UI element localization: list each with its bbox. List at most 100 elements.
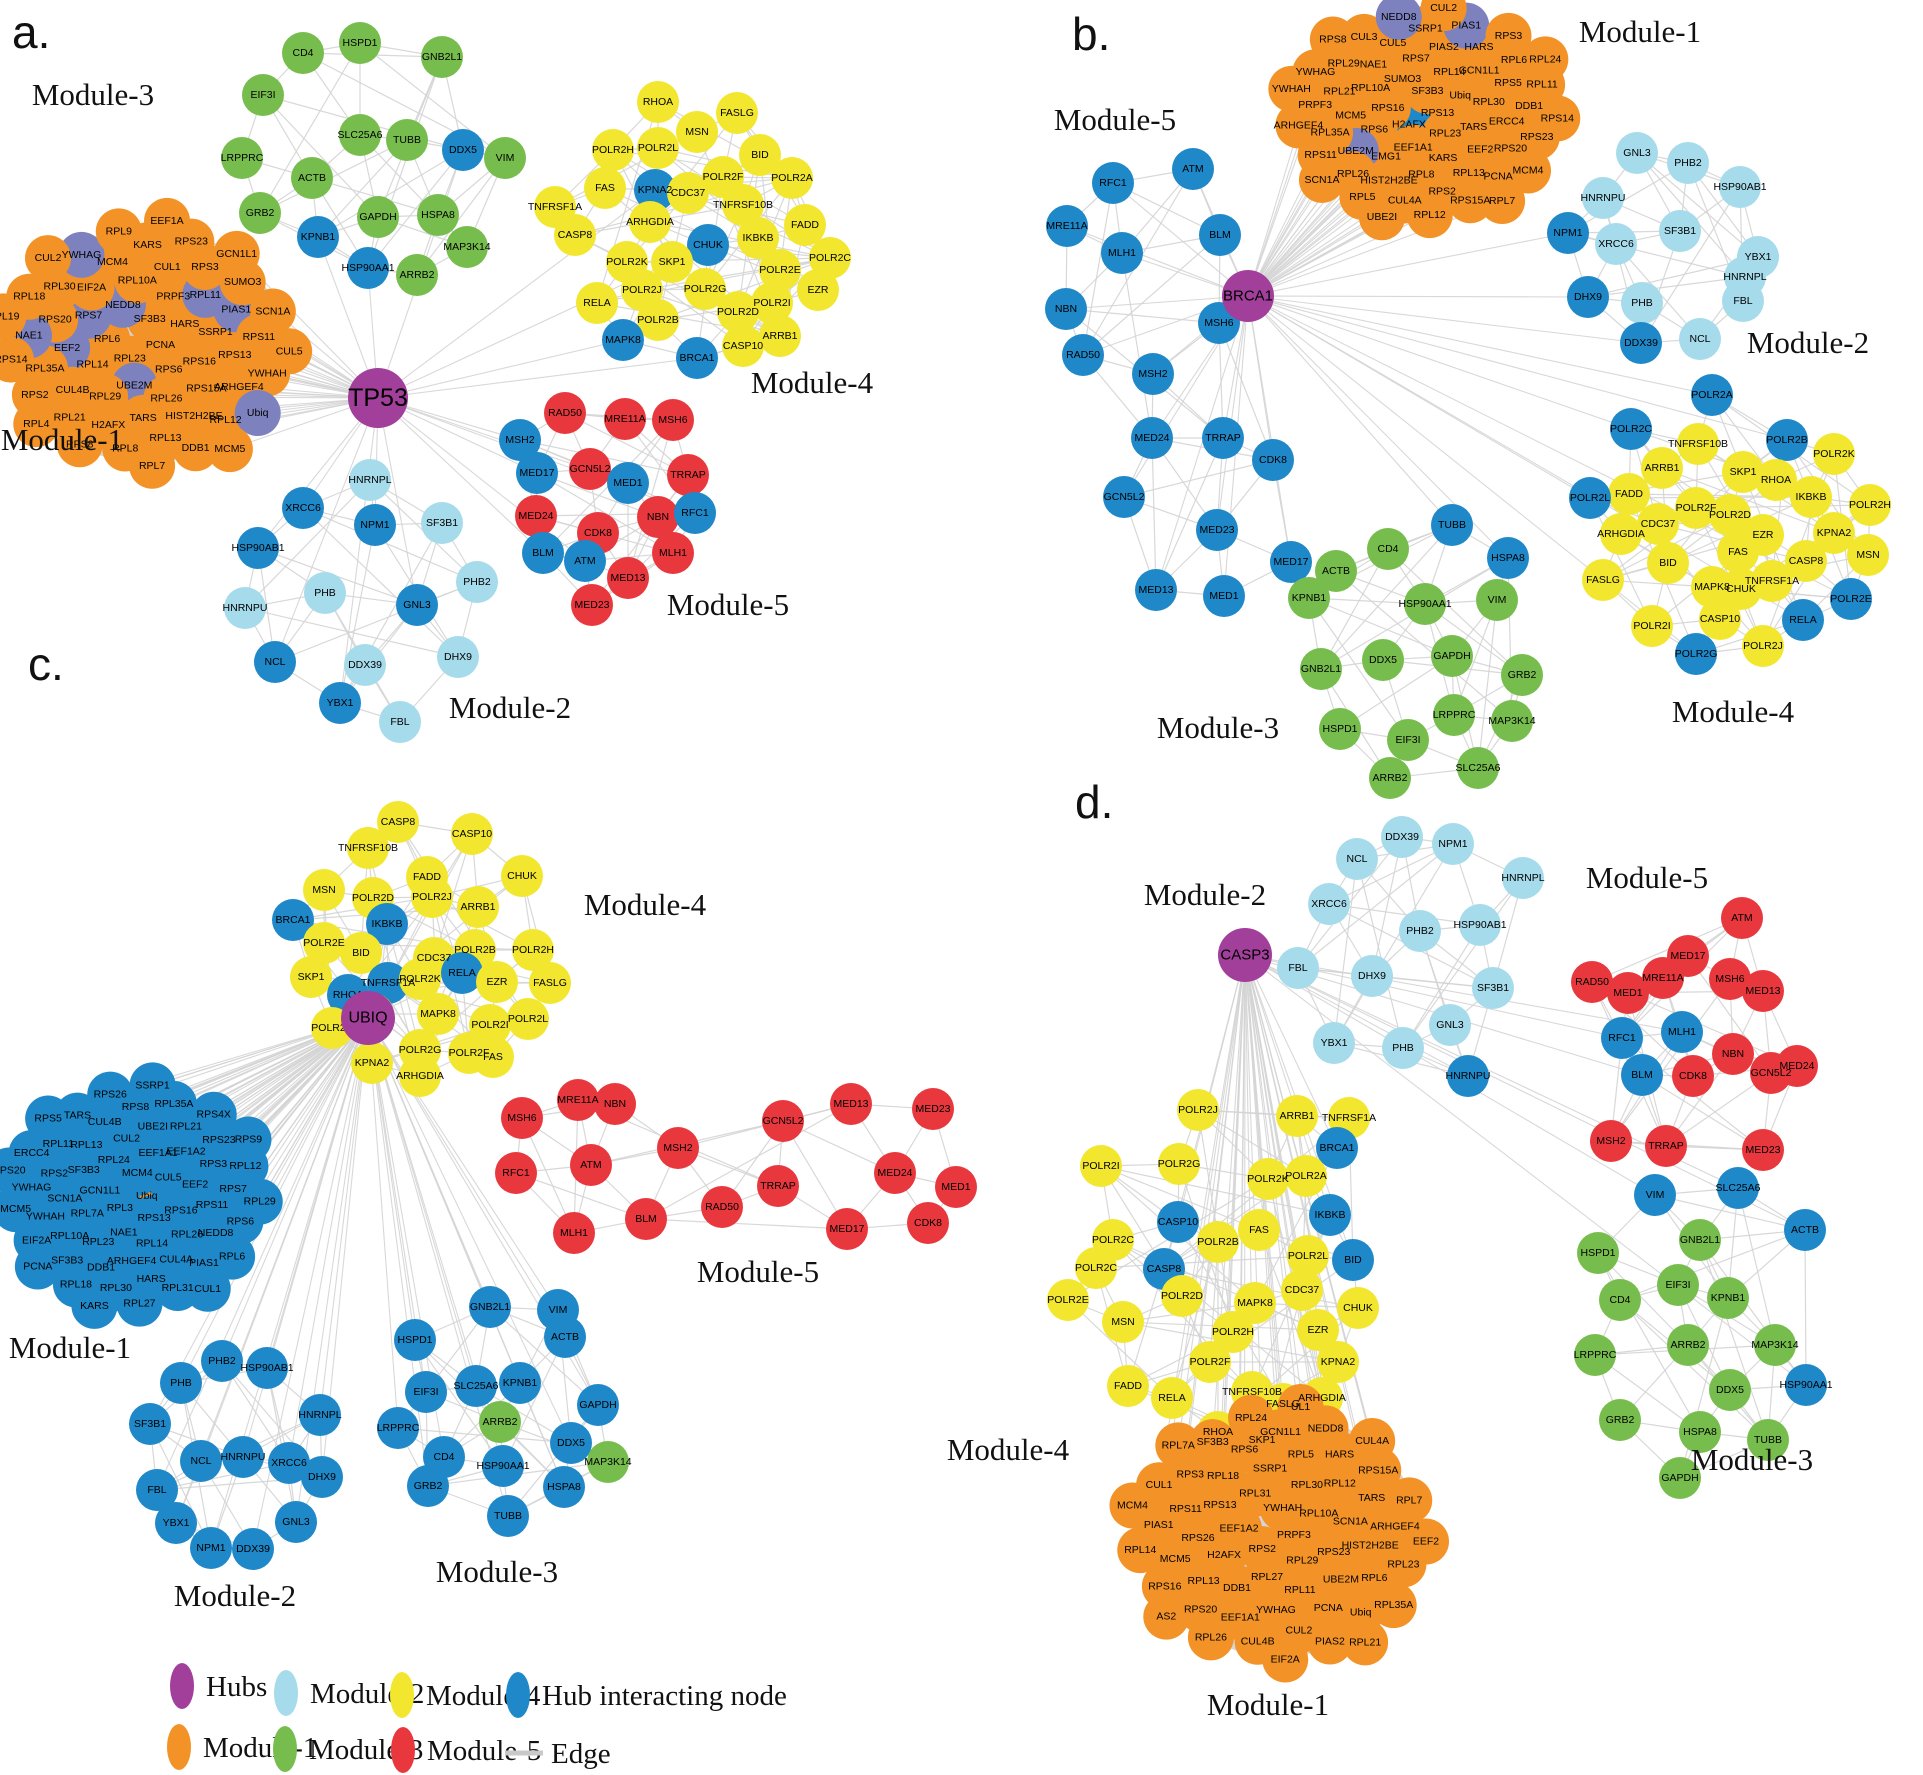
node-ACTB [1315,550,1357,592]
node-PHB [304,572,346,614]
module-label-module-1: Module-1 [1,422,123,457]
node-NPM1 [1432,823,1474,865]
node-YWHAH [1268,65,1315,112]
node-MSH2 [1590,1120,1632,1162]
node-YBX1 [155,1502,197,1544]
node-RFC1 [1601,1017,1643,1059]
node-RPL9 [95,208,142,255]
node-NCL [1679,318,1721,360]
node-RAD50 [701,1186,743,1228]
module-label-module-4: Module-4 [947,1432,1070,1467]
node-CUL5 [266,328,313,375]
node-NBN [1045,288,1087,330]
node-CASP10 [451,813,493,855]
node-KARS [71,1282,118,1329]
node-PHB2 [456,561,498,603]
node-POLR2D [1161,1275,1203,1317]
node-EIF3I [405,1371,447,1413]
legend-label: Module-1 [203,1732,317,1764]
node-RPL6 [209,1233,256,1280]
node-RPL14 [1117,1527,1164,1574]
node-BLM [625,1198,667,1240]
node-HNRNPL [299,1394,341,1436]
hub-node-UBIQ [341,991,395,1045]
node-GCN5L2 [569,448,611,490]
node-RPL12 [1406,192,1453,239]
node-HSPD1 [1319,708,1361,750]
node-DDX5 [442,129,484,171]
node-PHB [1621,282,1663,324]
node-BRCA1 [272,899,314,941]
module-label-module-5: Module-5 [667,587,789,622]
node-POLR2L [637,127,679,169]
node-RHOA [1755,459,1797,501]
node-FAS [1717,531,1759,573]
node-UL1 [1277,1384,1324,1431]
node-SKP1 [1722,451,1764,493]
legend: HubsModule-1Module-2Module-3Module-4Modu… [167,1663,787,1773]
node-RPS3 [1485,12,1532,59]
node-RELA [441,952,483,994]
node-RPS4X [190,1091,237,1138]
node-GRB2 [1599,1399,1641,1441]
node-EZR [476,961,518,1003]
node-GCN1L1 [213,230,260,277]
node-POLR2G [684,268,726,310]
node-CASP8 [554,214,596,256]
node-HSPD1 [1577,1232,1619,1274]
node-MED17 [516,452,558,494]
node-NBN [1712,1033,1754,1075]
node-SSRP1 [129,1062,176,1109]
node-DDB1 [172,425,219,472]
node-RPS15A [1447,177,1494,224]
node-HSP90AA1 [1785,1364,1827,1406]
node-SCN1A [249,288,296,335]
node-KPNB1 [297,216,339,258]
node-POLR2E [1047,1279,1089,1321]
node-POLR2B [1197,1221,1239,1263]
nodes-layer [0,0,1891,1683]
legend-swatch-m1 [167,1724,191,1770]
node-MCM5 [206,426,253,473]
node-POLR2D [1709,494,1751,536]
node-SLC25A6 [1717,1167,1759,1209]
node-POLR2C [809,237,851,279]
node-MSH2 [1132,353,1174,395]
node-FAS [584,167,626,209]
legend-swatch-m5 [391,1727,415,1773]
node-POLR2L [1569,477,1611,519]
node-RPL29 [236,1178,283,1225]
module-label-module-1: Module-1 [1207,1687,1329,1722]
node-CHUK [687,224,729,266]
node-RFC1 [674,492,716,534]
node-NPM1 [354,504,396,546]
node-GRB2 [239,192,281,234]
node-ARHGDIA [629,201,671,243]
legend-swatch-m4 [390,1672,414,1718]
node-NEDD8 [1375,0,1422,40]
node-RPL7 [1386,1477,1433,1524]
node-CHUK [501,855,543,897]
node-POLR2G [1675,633,1717,675]
node-BRCA1 [676,337,718,379]
node-CASP10 [1699,598,1741,640]
panel-letter: b. [1072,8,1110,60]
node-NPM1 [190,1527,232,1569]
node-HNRNPL [1502,857,1544,899]
node-CUL2 [24,235,71,282]
node-RAD50 [1571,961,1613,1003]
node-DDX5 [550,1422,592,1464]
module-label-module-4: Module-4 [751,365,874,400]
node-MAP3K14 [1754,1324,1796,1366]
node-VIM [1476,579,1518,621]
node-POLR2F [1189,1341,1231,1383]
node-MED1 [1607,972,1649,1014]
node-RHOA [637,81,679,123]
node-NCL [254,641,296,683]
node-POLR2E [303,922,345,964]
node-DDX5 [1362,639,1404,681]
node-RAD50 [1062,334,1104,376]
node-ACTB [291,157,333,199]
legend-label: Hubs [206,1671,267,1703]
